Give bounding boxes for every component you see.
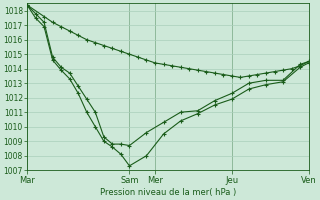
X-axis label: Pression niveau de la mer( hPa ): Pression niveau de la mer( hPa ) bbox=[100, 188, 236, 197]
